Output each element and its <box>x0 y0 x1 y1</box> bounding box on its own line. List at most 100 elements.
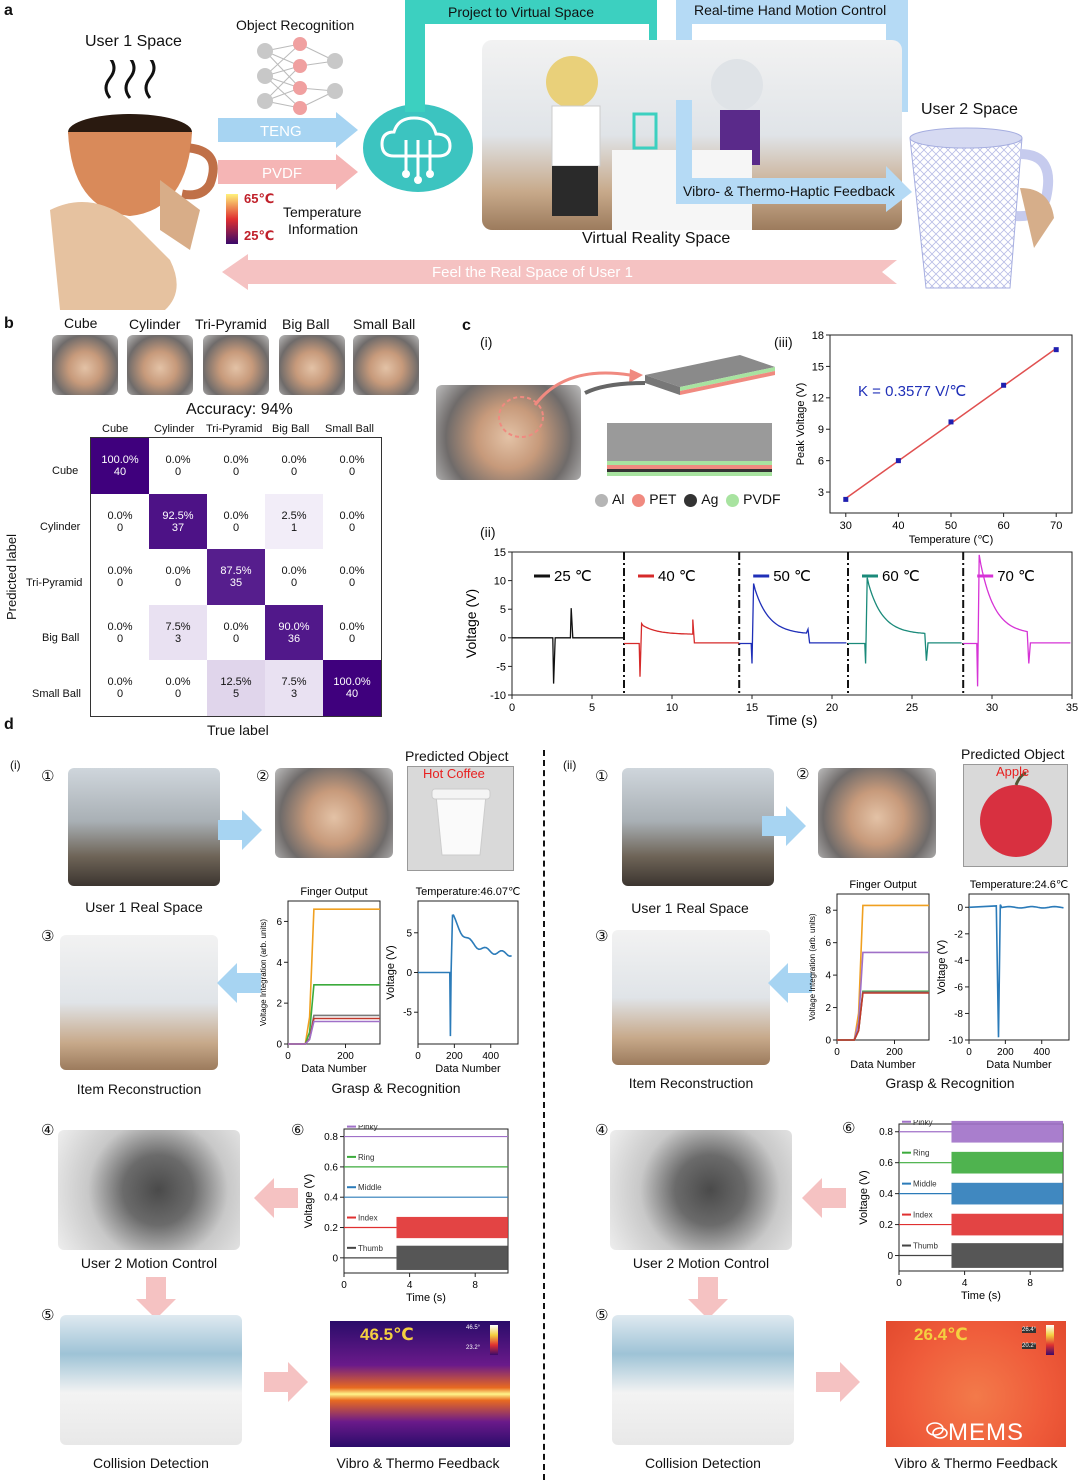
cell-count: 3 <box>290 688 298 701</box>
project-virtual-label: Project to Virtual Space <box>448 4 595 20</box>
plot-frame <box>511 551 1073 696</box>
motion-signal-band <box>951 1213 1063 1236</box>
d-ii-arrow-5-feedback <box>816 1362 862 1407</box>
d-ii-collision-label: Collision Detection <box>645 1455 761 1471</box>
d-i-temperature-chart: 0 200 400 -5 0 5 Data Number Voltage (V) Tempera… <box>385 886 520 1075</box>
cell-percent: 0.0% <box>107 620 133 633</box>
cell-percent: 0.0% <box>165 676 191 689</box>
x-tick-label: 35 <box>1066 702 1078 714</box>
d-i-step-6: ⑥ <box>291 1122 305 1139</box>
d-i-user1-real-photo <box>68 768 220 886</box>
y-tick-label: 5 <box>406 928 412 939</box>
confusion-matrix-cell: 0.0% 0 <box>91 493 149 550</box>
d-ii-grasp-photo <box>818 768 936 858</box>
x-axis-label: Time (s) <box>961 1290 1001 1302</box>
d-i-predicted-object-name: Hot Coffee <box>423 766 485 781</box>
data-point <box>1001 382 1007 388</box>
confusion-matrix-cell: 92.5% 37 <box>149 493 207 550</box>
y-tick-label: 0.8 <box>324 1132 338 1143</box>
y-tick-label: -8 <box>954 1009 963 1020</box>
cell-count: 0 <box>174 577 182 590</box>
d-i-arrow-2-3 <box>215 963 261 1008</box>
x-tick-label: 0 <box>966 1047 972 1058</box>
finger-output-line <box>837 991 929 1041</box>
cell-count: 0 <box>116 632 124 645</box>
y-tick-label: 0.4 <box>324 1193 338 1204</box>
legend-pvdf-label: PVDF <box>743 491 781 507</box>
layer-legend: Al PET Ag PVDF <box>595 491 781 507</box>
d-i-step-1: ① <box>41 768 55 785</box>
cell-count: 0 <box>348 577 356 590</box>
d-ii-arrow-4-5 <box>688 1277 728 1324</box>
cell-count: 0 <box>116 521 124 534</box>
x-tick-label: 200 <box>997 1047 1014 1058</box>
d-ii-predicted-object-photo <box>963 764 1068 867</box>
d-i-thermal-scale-hi: 46.5° <box>466 1325 481 1331</box>
grasp-photo-cylinder <box>127 335 193 395</box>
y-tick-label: 0.6 <box>324 1162 338 1173</box>
y-tick-label: 0 <box>825 1036 831 1047</box>
cell-count: 0 <box>232 521 240 534</box>
d-i-predicted-object-photo <box>407 766 514 871</box>
d-i-predicted-object-label: Predicted Object <box>405 748 509 764</box>
d-ii-step-5: ⑤ <box>595 1307 609 1324</box>
finger-output-line <box>288 1014 380 1045</box>
y-axis-label: Voltage (V) <box>303 1174 315 1228</box>
x-axis-label: Time (s) <box>767 712 818 728</box>
x-axis-label: Data Number <box>435 1063 501 1075</box>
d-i-sub: (i) <box>10 758 21 772</box>
cell-count: 35 <box>229 577 243 590</box>
finger-output-line <box>288 1017 380 1045</box>
x-tick-label: 4 <box>407 1280 413 1291</box>
temp-high-label: 65℃ <box>244 191 275 206</box>
confusion-matrix-cell: 12.5% 5 <box>207 660 265 717</box>
y-tick-label: 15 <box>812 361 824 373</box>
feel-real-space-arrow <box>222 254 897 290</box>
d-ii-finger-output-chart: 0 200 0 2 4 6 8 Data Number Voltage Integration … <box>808 879 930 1071</box>
d-ii-item-reconstruction-photo <box>612 930 770 1065</box>
virtual-cup-illustration <box>909 127 1054 289</box>
y-axis-label: Voltage (V) <box>385 945 397 999</box>
panel-b-letter: b <box>4 315 14 332</box>
legend-pet-label: PET <box>649 491 677 507</box>
panel-c-sub-iii: (iii) <box>774 334 793 350</box>
legend-ag-dot <box>684 493 698 507</box>
cell-count: 0 <box>290 466 298 478</box>
cell-percent: 0.0% <box>281 454 307 466</box>
confusion-matrix: 100.0% 40 0.0% 0 0.0% 0 0.0% 0 0.0% 0 0.0% 0 92.5% 37… <box>90 437 382 717</box>
d-ii-user1-real-photo <box>622 768 774 886</box>
confusion-matrix-cell: 2.5% 1 <box>265 493 323 550</box>
accuracy-label: Accuracy: 94% <box>186 401 293 418</box>
voltage-series-line <box>739 583 847 664</box>
y-tick-label: 12 <box>812 393 824 405</box>
legend-label: 25 ℃ <box>554 568 592 585</box>
obj-photo-label-tri-pyramid: Tri-Pyramid <box>195 316 267 332</box>
data-point <box>895 458 901 464</box>
d-ii-step-2: ② <box>796 766 810 783</box>
x-tick-label: 400 <box>1033 1047 1050 1058</box>
data-point <box>948 419 954 425</box>
panel-a-letter: a <box>4 2 13 19</box>
d-ii-thermal-image: 26.4℃ 26.4° 20.2° MEMS <box>886 1321 1066 1447</box>
temp-low-label: 25℃ <box>244 228 275 243</box>
finger-legend-label: Pinky <box>913 1120 933 1127</box>
legend-ag-label: Ag <box>701 491 719 507</box>
d-ii-user2-motion-label: User 2 Motion Control <box>632 1255 770 1271</box>
hand-motion-label: Real-time Hand Motion Control <box>694 2 887 18</box>
y-tick-label: 6 <box>818 455 824 467</box>
haptic-feedback-arrow <box>676 100 912 212</box>
motion-signal-band <box>396 1216 508 1239</box>
x-tick-label: 8 <box>472 1280 478 1291</box>
confusion-matrix-cell: 0.0% 0 <box>323 493 381 550</box>
y-axis-label: Voltage (V) <box>858 1170 870 1224</box>
voltage-series-line <box>624 619 740 677</box>
y-tick-label: 0 <box>406 968 412 979</box>
temperature-info-label-2: Information <box>288 221 359 237</box>
d-ii-arrow-2-3 <box>766 963 812 1008</box>
y-tick-label: 0 <box>887 1251 893 1262</box>
panel-c-sub-ii: (ii) <box>480 524 496 540</box>
x-tick-label: 0 <box>415 1051 421 1062</box>
legend-label: 50 ℃ <box>773 568 811 585</box>
y-tick-label: 2 <box>825 1003 831 1014</box>
d-i-step-4: ④ <box>41 1122 55 1139</box>
